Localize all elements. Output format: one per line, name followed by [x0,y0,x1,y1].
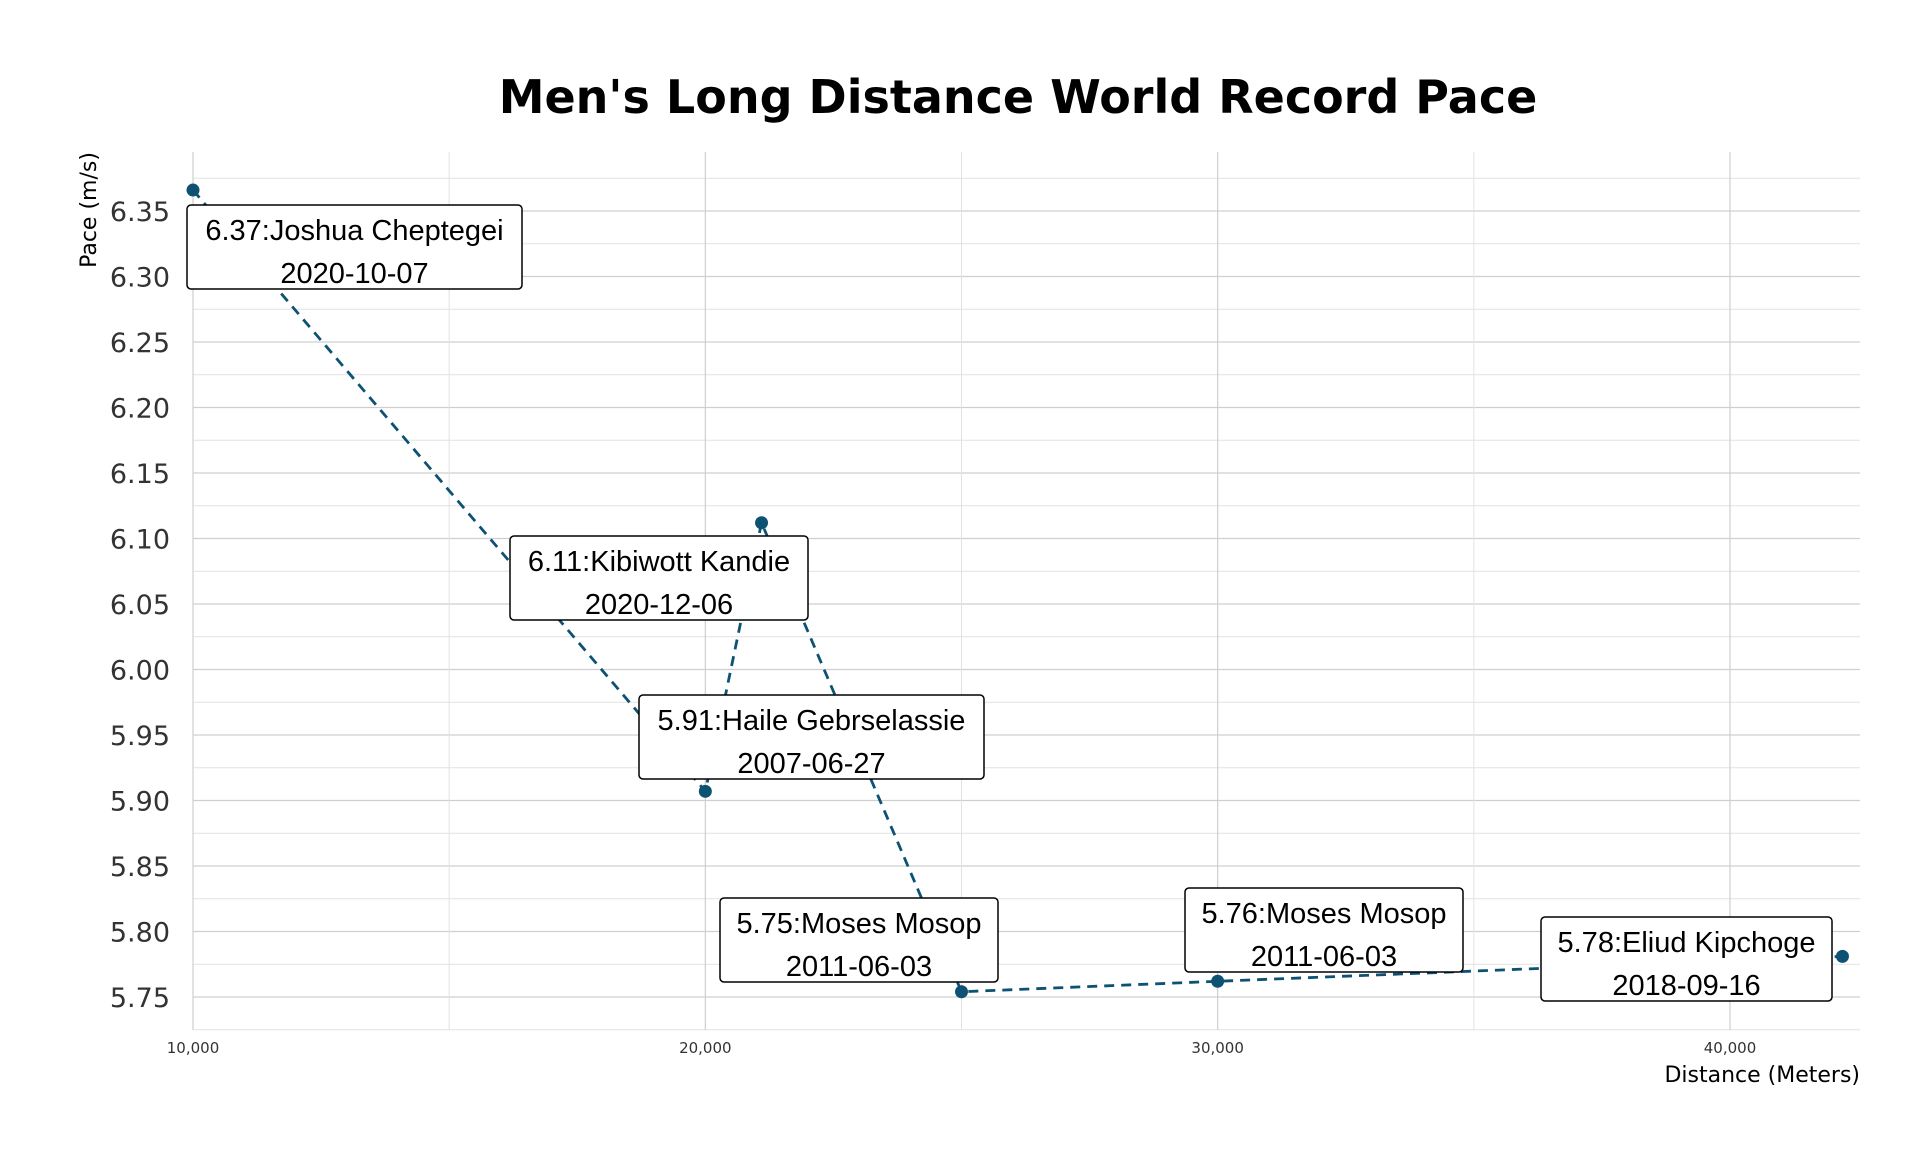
data-label-box [638,694,985,780]
data-label: 5.75:Moses Mosop 2011-06-03 [719,897,999,983]
data-label: 5.91:Haile Gebrselassie 2007-06-27 [638,694,985,780]
y-tick-label: 5.95 [110,721,170,752]
data-point [698,784,712,798]
data-label-line1: 5.78:Eliud Kipchoge [1558,927,1816,959]
data-point [1211,974,1225,988]
data-label-line1: 6.11:Kibiwott Kandie [528,546,790,578]
data-label-line2: 2020-12-06 [585,589,733,621]
data-label-line1: 5.75:Moses Mosop [736,908,981,940]
data-label-line1: 5.76:Moses Mosop [1201,898,1446,930]
series-line-group [191,189,1843,994]
data-label-box [186,204,523,290]
y-tick-label: 6.15 [110,459,170,490]
data-label-line2: 2018-09-16 [1612,970,1760,1002]
y-tick-label: 6.05 [110,590,170,621]
y-tick-label: 6.25 [110,328,170,359]
data-label-line2: 2020-10-07 [280,258,428,290]
grid [192,152,1860,1031]
y-tick-label: 6.30 [110,263,170,294]
y-tick-label: 5.80 [110,918,170,949]
annotation-group: 6.37:Joshua Cheptegei 2020-10-07 5.91:Hail… [186,204,1833,1002]
data-label-box [1184,887,1464,973]
data-label: 5.78:Eliud Kipchoge 2018-09-16 [1540,916,1833,1002]
tick-label-group: 5.75 5.80 5.85 5.90 5.95 6.00 6.05 6.10 6.15 6.20… [110,197,1756,1057]
data-point [755,516,769,530]
data-label: 5.76:Moses Mosop 2011-06-03 [1184,887,1464,973]
y-tick-label: 6.10 [110,525,170,556]
x-tick-label: 40,000 [1704,1039,1757,1057]
y-tick-label: 6.20 [110,394,170,425]
y-tick-label: 6.35 [110,197,170,228]
data-label-line1: 6.37:Joshua Cheptegei [205,215,503,247]
data-label-box [1540,916,1833,1002]
x-axis-label: Distance (Meters) [1664,1063,1860,1088]
data-point [186,183,200,197]
chart-title: Men's Long Distance World Record Pace [499,70,1538,124]
y-axis-label: Pace (m/s) [77,152,102,268]
data-point [1835,949,1849,963]
y-tick-label: 5.85 [110,852,170,883]
series-line [191,189,1843,994]
data-label: 6.11:Kibiwott Kandie 2020-12-06 [509,535,809,621]
y-tick-label: 5.75 [110,983,170,1014]
data-label-box [719,897,999,983]
y-tick-label: 6.00 [110,656,170,687]
data-label: 6.37:Joshua Cheptegei 2020-10-07 [186,204,523,290]
data-point-group [186,183,1849,999]
data-point [955,985,968,999]
data-label-line2: 2007-06-27 [737,748,885,780]
x-tick-label: 30,000 [1191,1039,1244,1057]
data-label-line2: 2011-06-03 [1251,941,1397,973]
y-tick-label: 5.90 [110,787,170,818]
x-tick-label: 10,000 [167,1039,220,1057]
x-tick-label: 20,000 [679,1039,732,1057]
data-label-line2: 2011-06-03 [786,951,932,983]
data-label-box [509,535,809,621]
data-label-line1: 5.91:Haile Gebrselassie [658,705,966,737]
